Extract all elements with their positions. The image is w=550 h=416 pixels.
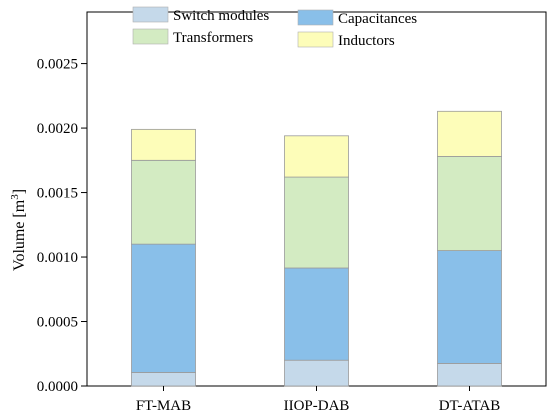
bar-FT-MAB-switch-modules <box>131 372 196 387</box>
legend-item-3: Inductors <box>297 31 395 49</box>
y-tick-label-5: 0.0025 <box>37 57 78 73</box>
bar-DT-ATAB-transformers <box>437 156 502 251</box>
bar-stacks <box>131 110 502 387</box>
y-tick-label-4: 0.0020 <box>37 121 78 137</box>
bar-IIOP-DAB-inductors <box>284 135 349 178</box>
bar-IIOP-DAB-switch-modules <box>284 359 349 387</box>
legend-swatch-2 <box>132 28 169 45</box>
legend-swatch-0 <box>132 6 169 23</box>
y-tick-label-1: 0.0005 <box>37 315 78 331</box>
legend-item-0: Switch modules <box>132 6 269 24</box>
y-axis: 0.0000 0.0005 0.0010 0.0015 0.0020 0.0025 <box>37 57 87 395</box>
y-axis-title: Volume [m3] <box>9 189 28 271</box>
legend-swatch-3 <box>297 31 334 48</box>
x-tick-label-2: DT-ATAB <box>439 398 501 414</box>
legend-label-1: Capacitances <box>338 11 417 27</box>
bar-stack-FT-MAB <box>131 128 196 387</box>
legend-item-1: Capacitances <box>297 9 417 27</box>
legend: Switch modules Capacitances Transformers In… <box>132 6 417 49</box>
y-tick-label-3: 0.0015 <box>37 186 78 202</box>
bar-stack-DT-ATAB <box>437 110 502 387</box>
bar-stack-IIOP-DAB <box>284 135 349 387</box>
bar-IIOP-DAB-capacitances <box>284 267 349 361</box>
bar-DT-ATAB-capacitances <box>437 250 502 364</box>
x-tick-label-1: IIOP-DAB <box>284 398 350 414</box>
bar-DT-ATAB-switch-modules <box>437 363 502 387</box>
y-tick-label-0: 0.0000 <box>37 379 78 395</box>
x-tick-label-0: FT-MAB <box>136 398 191 414</box>
bar-FT-MAB-inductors <box>131 128 196 161</box>
bar-DT-ATAB-inductors <box>437 110 502 157</box>
legend-label-2: Transformers <box>173 30 253 46</box>
legend-label-3: Inductors <box>338 33 395 49</box>
x-axis: FT-MAB IIOP-DAB DT-ATAB <box>136 386 500 414</box>
bar-IIOP-DAB-transformers <box>284 176 349 269</box>
legend-item-2: Transformers <box>132 28 253 46</box>
legend-swatch-1 <box>297 9 334 26</box>
bar-FT-MAB-capacitances <box>131 243 196 373</box>
legend-label-0: Switch modules <box>173 8 269 24</box>
y-tick-label-2: 0.0010 <box>37 250 78 266</box>
bar-FT-MAB-transformers <box>131 159 196 245</box>
